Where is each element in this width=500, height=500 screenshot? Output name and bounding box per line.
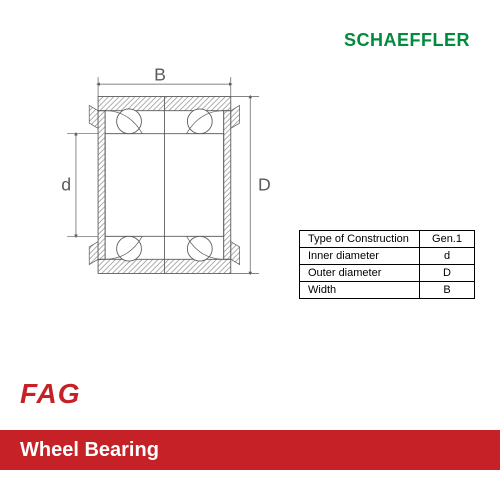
spec-value: D [420,265,475,282]
spec-label: Inner diameter [300,248,420,265]
brand-top-logo: SCHAEFFLER [344,30,470,51]
bearing-diagram: B d D [45,55,275,315]
dim-label-inner: d [61,174,71,194]
page-container: SCHAEFFLER [0,0,500,500]
spec-label: Width [300,282,420,299]
brand-bottom-logo: FAG [20,378,81,410]
table-row: Inner diameterd [300,248,475,265]
dim-label-outer: D [258,174,271,194]
spec-label: Outer diameter [300,265,420,282]
dim-label-width: B [154,65,166,85]
spec-value: B [420,282,475,299]
spec-label: Type of Construction [300,231,420,248]
spec-value: Gen.1 [420,231,475,248]
table-row: Outer diameterD [300,265,475,282]
spec-table: Type of ConstructionGen.1Inner diameterd… [299,230,475,299]
title-band: Wheel Bearing [0,430,500,470]
table-row: WidthB [300,282,475,299]
spec-table-body: Type of ConstructionGen.1Inner diameterd… [300,231,475,299]
table-row: Type of ConstructionGen.1 [300,231,475,248]
spec-value: d [420,248,475,265]
title-text: Wheel Bearing [20,439,159,462]
